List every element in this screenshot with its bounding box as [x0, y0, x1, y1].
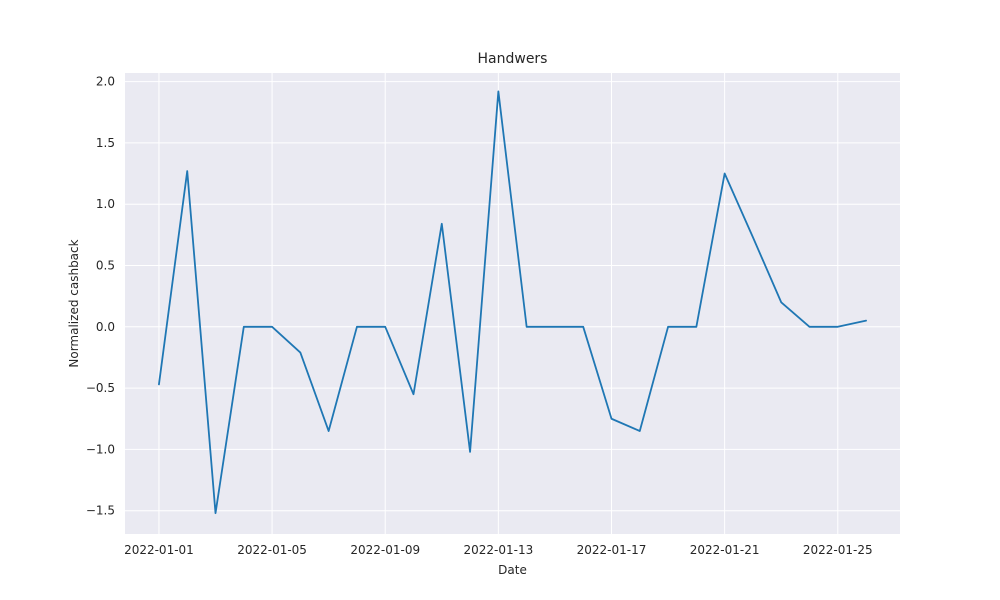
x-tick-label: 2022-01-13	[463, 543, 533, 557]
chart-title: Handwers	[478, 51, 548, 67]
x-axis-ticks: 2022-01-01 2022-01-05 2022-01-09 2022-01-13…	[124, 543, 873, 557]
y-axis-label: Normalized cashback	[67, 239, 81, 367]
y-tick-label: −1.5	[86, 504, 115, 518]
y-tick-label: 2.0	[96, 75, 115, 89]
x-axis-label: Date	[498, 563, 527, 577]
x-tick-label: 2022-01-17	[577, 543, 647, 557]
series-layer	[158, 90, 867, 515]
plot-area	[125, 73, 900, 534]
x-tick-label: 2022-01-09	[350, 543, 420, 557]
y-axis-ticks: −1.5 −1.0 −0.5 0.0 0.5 1.0 1.5 2.0	[86, 75, 115, 518]
grid	[125, 73, 900, 534]
y-tick-label: 1.0	[96, 197, 115, 211]
y-tick-label: −0.5	[86, 381, 115, 395]
x-tick-label: 2022-01-21	[690, 543, 760, 557]
y-tick-label: 0.0	[96, 320, 115, 334]
y-tick-label: 1.5	[96, 136, 115, 150]
series-line	[158, 90, 867, 515]
y-tick-label: −1.0	[86, 442, 115, 456]
x-tick-label: 2022-01-25	[803, 543, 873, 557]
x-tick-label: 2022-01-01	[124, 543, 194, 557]
y-tick-label: 0.5	[96, 258, 115, 272]
x-tick-label: 2022-01-05	[237, 543, 307, 557]
